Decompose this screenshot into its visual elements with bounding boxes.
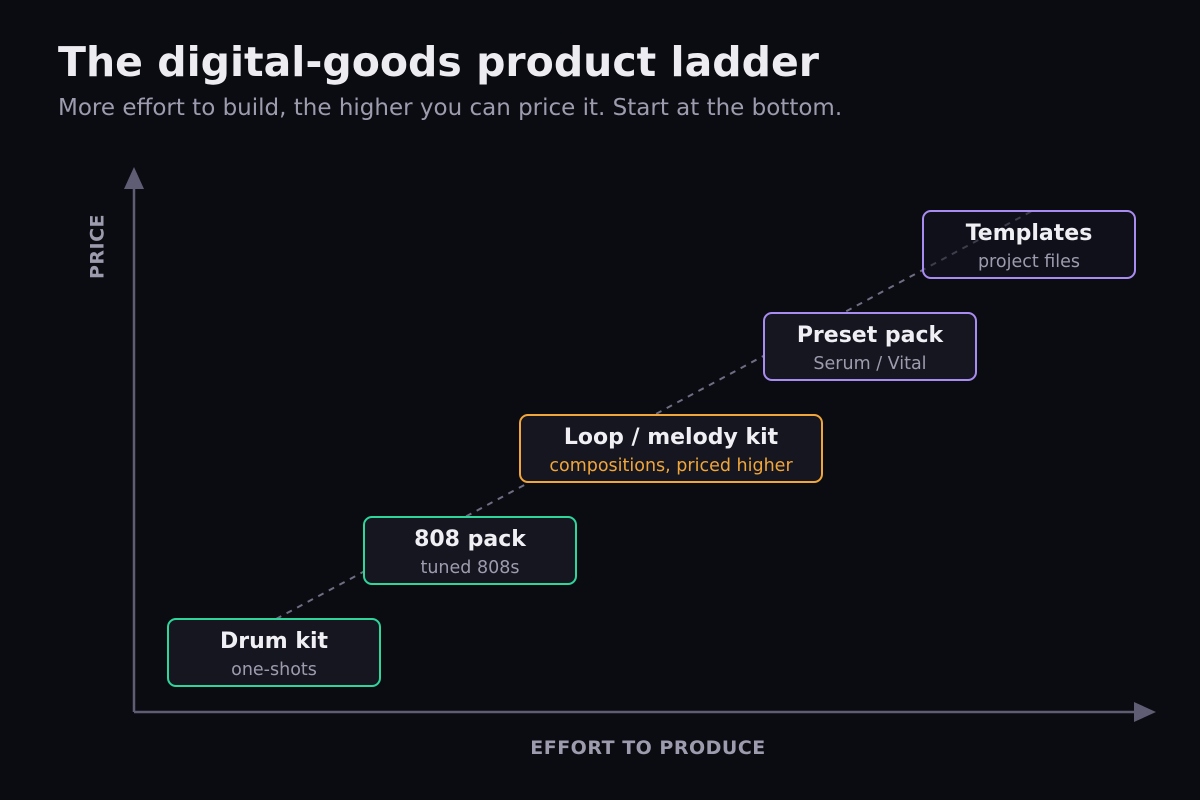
rung-preset-pack: Preset pack Serum / Vital	[763, 312, 977, 381]
rung-loop-melody-kit: Loop / melody kit compositions, priced h…	[519, 414, 823, 483]
x-axis-label: EFFORT TO PRODUCE	[530, 737, 766, 759]
rung-subtitle: project files	[977, 252, 1081, 272]
rung-title: Templates	[965, 221, 1093, 246]
y-axis-label: PRICE	[86, 213, 109, 280]
rung-title: Drum kit	[219, 629, 329, 654]
rung-templates: Templates project files	[922, 210, 1136, 279]
rung-drum-kit: Drum kit one-shots	[167, 618, 381, 687]
axes	[124, 167, 1156, 722]
x-axis-arrow	[1134, 702, 1156, 722]
rung-subtitle: tuned 808s	[420, 558, 520, 578]
rung-title: Loop / melody kit	[563, 425, 779, 450]
rung-subtitle: one-shots	[231, 660, 317, 680]
page-subtitle: More effort to build, the higher you can…	[58, 95, 843, 121]
rung-title: 808 pack	[414, 527, 526, 552]
page-title: The digital-goods product ladder	[58, 38, 819, 86]
rung-808-pack: 808 pack tuned 808s	[363, 516, 577, 585]
rung-subtitle: compositions, priced higher	[549, 456, 793, 476]
rung-title: Preset pack	[796, 323, 944, 348]
rung-subtitle: Serum / Vital	[813, 354, 927, 374]
y-axis-arrow	[124, 167, 144, 189]
